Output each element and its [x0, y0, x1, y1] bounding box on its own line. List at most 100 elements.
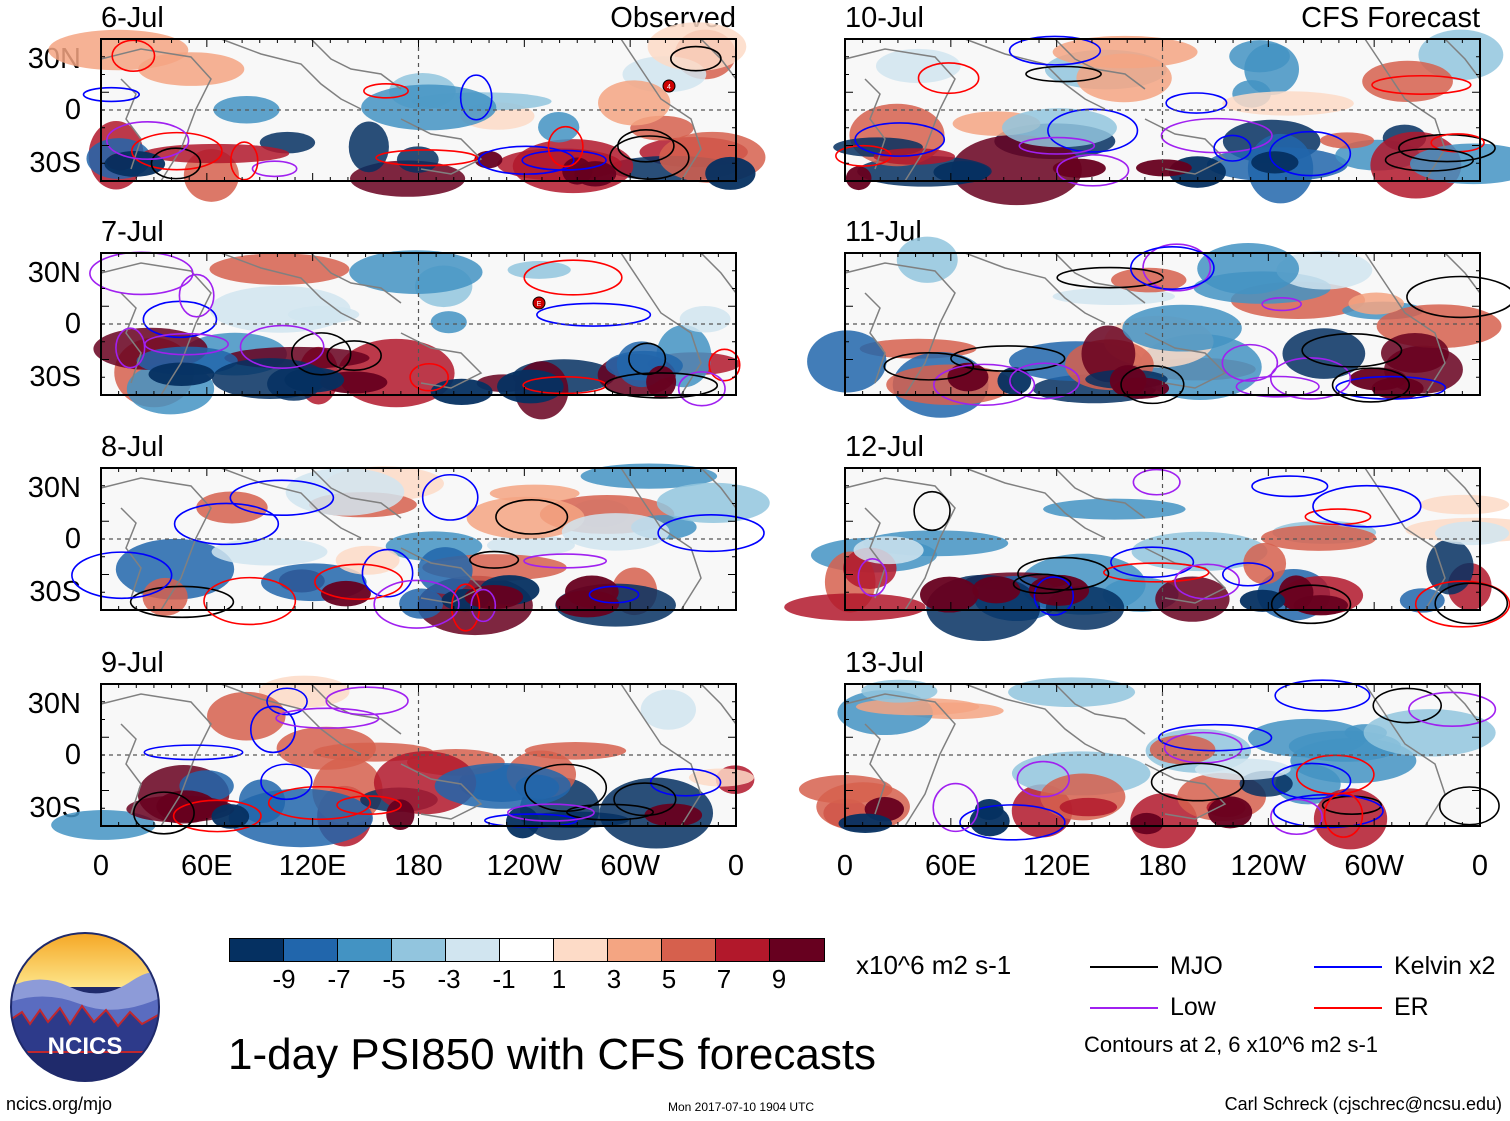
coastline: [1054, 467, 1146, 519]
contour-line: [1414, 580, 1510, 628]
coastline: [220, 252, 362, 324]
ncics-logo: NCICS: [10, 932, 160, 1082]
x-axis-tick-label: 0: [92, 850, 110, 882]
anomaly-region: [1059, 797, 1118, 817]
anomaly-region: [489, 484, 580, 503]
legend-label: ER: [1394, 993, 1429, 1021]
contour-line: [229, 479, 335, 517]
contour-line: [1438, 786, 1500, 826]
colorbar-label: -1: [492, 964, 516, 994]
anomaly-core: [1251, 151, 1299, 174]
y-axis-label: 0: [64, 739, 81, 771]
x-axis-tick-label: 0: [1471, 850, 1489, 882]
coastline: [310, 467, 402, 519]
anomaly-core: [838, 813, 892, 834]
coastline: [620, 38, 702, 182]
colorbar-swatch: [770, 939, 824, 961]
anomaly-region: [1348, 292, 1405, 315]
contour-line: [1384, 148, 1475, 172]
contour-line: [1120, 364, 1185, 405]
coastline: [964, 467, 1106, 539]
psi850-map: [833, 29, 1510, 206]
anomaly-region: [561, 513, 670, 551]
contour-line: [649, 768, 722, 797]
svg-text:4: 4: [667, 84, 671, 91]
contour-line: [913, 490, 951, 532]
contour-line: [932, 782, 979, 833]
contour-line: [670, 45, 722, 72]
contour-line: [524, 763, 608, 812]
anomaly-region: [434, 763, 571, 809]
anomaly-region: [1319, 132, 1375, 149]
contour-line: [1103, 562, 1210, 583]
footer-credit[interactable]: Carl Schreck (cjschrec@ncsu.edu): [1224, 1094, 1502, 1114]
coastline: [310, 252, 402, 304]
contour-line: [373, 579, 460, 629]
contour-line: [1174, 563, 1240, 600]
coastline: [700, 467, 737, 509]
panel-date: 12-Jul: [845, 431, 924, 463]
contour-line: [1323, 792, 1364, 838]
coastline: [844, 477, 956, 611]
contour-line: [451, 583, 481, 632]
colorbar-label: 1: [551, 964, 567, 994]
contour-line: [1312, 484, 1422, 528]
contour-line: [657, 513, 765, 553]
contour-line: [459, 74, 493, 121]
anomaly-region: [430, 311, 467, 334]
legend-label: Kelvin x2: [1394, 952, 1496, 980]
contour-line: [1132, 468, 1181, 496]
chart-title: 1-day PSI850 with CFS forecasts: [228, 1030, 877, 1079]
map-panel: 9-Jul 30N 0 30S: [28, 647, 755, 849]
colorbar-units: x10^6 m2 s-1: [856, 950, 1012, 980]
contour-line: [854, 122, 946, 157]
contour-line: [230, 141, 259, 181]
svg-text:E: E: [537, 301, 542, 308]
colorbar-swatch: [716, 939, 770, 961]
coastline: [1054, 38, 1146, 90]
anomaly-region: [285, 468, 405, 516]
x-axis-tick-label: 120E: [278, 850, 347, 882]
logo-text: NCICS: [48, 1033, 123, 1060]
contour-line: [1270, 798, 1323, 836]
anomaly-region: [855, 698, 980, 716]
contour-line: [1160, 117, 1273, 154]
anomaly-core: [1293, 595, 1349, 616]
anomaly-core: [644, 803, 703, 827]
coastline: [700, 252, 737, 294]
anomaly-region: [1410, 143, 1510, 185]
anomaly-region: [1002, 108, 1117, 148]
coastline: [1144, 763, 1227, 820]
anomaly-core: [705, 156, 756, 190]
y-axis-label: 30N: [27, 688, 81, 720]
contour-line: [959, 804, 1066, 841]
coastline: [220, 683, 362, 755]
anomaly-core: [997, 367, 1032, 395]
colorbar-label: -3: [437, 964, 461, 994]
anomaly-region: [51, 810, 156, 840]
legend-swatch-line: [1314, 966, 1382, 968]
x-axis-labels: 0 60E 120E 180 120W 60W 0: [837, 850, 1488, 886]
coastline: [844, 693, 956, 827]
contour-line: [566, 803, 654, 821]
anomaly-core: [1130, 812, 1164, 835]
colorbar-swatch: [284, 939, 338, 961]
contour-line: [1406, 275, 1510, 319]
contour-line: [604, 372, 719, 399]
contour-line: [1408, 691, 1497, 728]
footer-url[interactable]: ncics.org/mjo: [6, 1094, 113, 1114]
anomaly-region: [1043, 498, 1186, 520]
anomaly-core: [646, 365, 677, 399]
x-axis-tick-label: 0: [836, 850, 854, 882]
anomaly-region: [1419, 494, 1510, 515]
coastline: [310, 38, 402, 90]
contour-line: [239, 324, 325, 369]
coastline: [1444, 683, 1481, 725]
colorbar-labels: -9 -7 -5 -3 -1 1 3 5 7 9: [229, 964, 834, 996]
contour-line: [1018, 136, 1096, 155]
footer-timestamp: Mon 2017-07-10 1904 UTC: [668, 1100, 815, 1114]
anomaly-core: [497, 369, 564, 404]
psi850-map: [51, 675, 755, 849]
contour-line: [470, 588, 497, 623]
map-panel: 13-Jul: [798, 647, 1500, 850]
